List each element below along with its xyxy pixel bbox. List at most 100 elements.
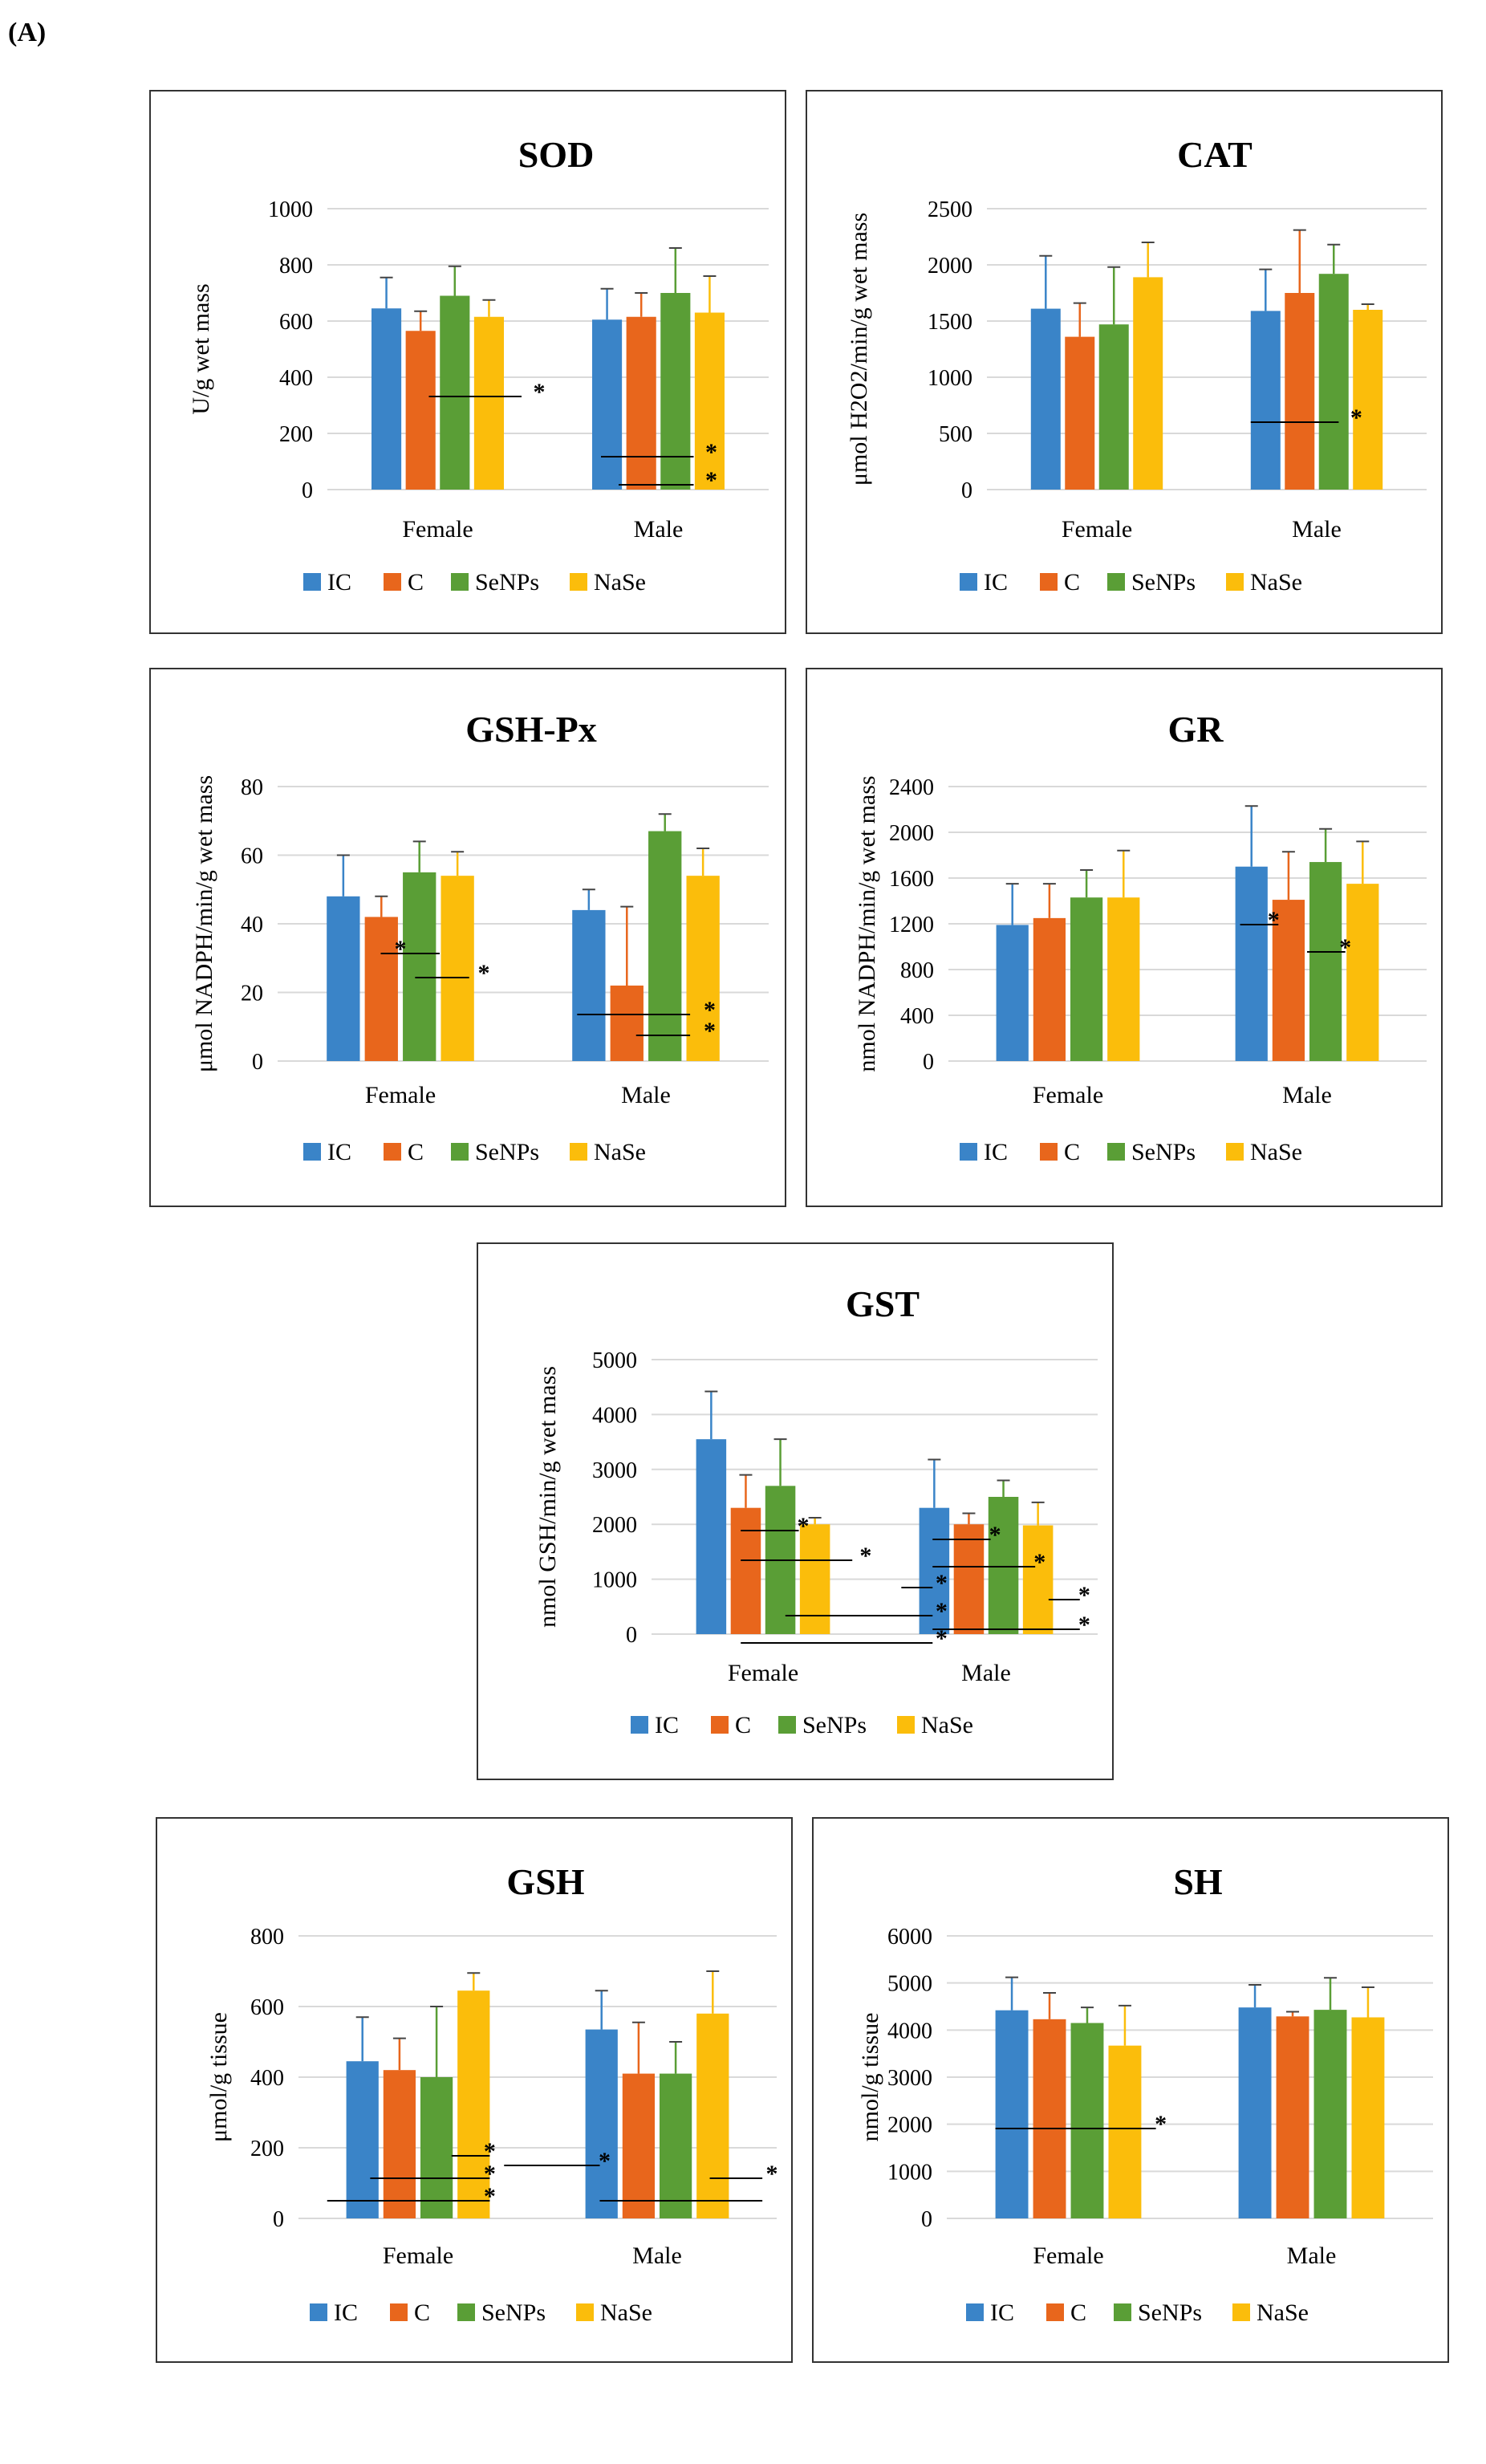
- bar-ic-male: [919, 1507, 950, 1634]
- y-tick-label: 60: [241, 844, 263, 869]
- bar-ic-female: [995, 2010, 1029, 2218]
- bar-c-male: [953, 1524, 985, 1634]
- legend-label-nase: NaSe: [921, 1712, 973, 1738]
- significance-star: *: [1350, 405, 1362, 431]
- x-category-label: Female: [365, 1082, 436, 1108]
- y-tick-label: 0: [252, 1050, 263, 1075]
- legend-swatch-senps: [1107, 1143, 1125, 1161]
- y-tick-label: 400: [279, 366, 313, 391]
- chart-title: GST: [846, 1283, 920, 1324]
- bar-c-male: [1276, 2016, 1309, 2218]
- legend-label-nase: NaSe: [1250, 569, 1302, 596]
- y-tick-label: 5000: [592, 1348, 637, 1373]
- legend-label-nase: NaSe: [1257, 2299, 1309, 2326]
- legend-swatch-senps: [1114, 2303, 1131, 2321]
- legend-swatch-ic: [960, 1143, 977, 1161]
- bar-nase-female: [441, 876, 474, 1061]
- significance-star: *: [989, 1522, 1001, 1548]
- significance-star: *: [705, 439, 717, 466]
- bar-ic-male: [572, 909, 606, 1061]
- y-tick-label: 3000: [592, 1458, 637, 1483]
- y-axis-label: nmol GSH/min/g wet mass: [534, 1366, 561, 1628]
- y-tick-label: 1200: [889, 913, 934, 937]
- x-category-label: Male: [634, 516, 684, 543]
- y-tick-label: 800: [279, 254, 313, 279]
- bar-nase-male: [686, 876, 720, 1061]
- y-tick-label: 600: [250, 1995, 284, 2020]
- y-tick-label: 1600: [889, 867, 934, 892]
- legend-swatch-senps: [1107, 573, 1125, 591]
- legend-swatch-nase: [1226, 573, 1244, 591]
- legend-swatch-senps: [451, 1143, 469, 1161]
- y-tick-label: 800: [900, 958, 934, 983]
- legend-swatch-nase: [576, 2303, 594, 2321]
- y-tick-label: 400: [250, 2066, 284, 2091]
- y-tick-label: 600: [279, 310, 313, 335]
- bar-senps-male: [1318, 274, 1349, 490]
- bar-ic-female: [372, 308, 402, 490]
- x-category-label: Male: [961, 1660, 1011, 1686]
- legend-label-senps: SeNPs: [1131, 569, 1196, 596]
- bar-senps-male: [988, 1497, 1019, 1634]
- significance-star: *: [936, 1598, 948, 1624]
- bar-senps-male: [648, 831, 682, 1061]
- significance-star: *: [704, 1018, 716, 1044]
- bar-senps-male: [1313, 2010, 1347, 2218]
- bar-c-female: [383, 2070, 416, 2218]
- chart-gst: GST nmol GSH/min/g wet mass 0 1000 2000 3000 4…: [477, 1242, 1114, 1780]
- legend-label-c: C: [408, 569, 424, 596]
- bar-c-female: [364, 917, 398, 1061]
- bar-ic-female: [1030, 308, 1061, 490]
- chart-title: SH: [1173, 1861, 1223, 1902]
- bar-ic-male: [592, 319, 623, 490]
- bar-nase-female: [457, 1990, 490, 2218]
- bar-senps-male: [1309, 862, 1342, 1061]
- bar-senps-female: [1098, 324, 1129, 490]
- significance-star: *: [859, 1543, 871, 1569]
- y-tick-label: 1000: [592, 1568, 637, 1593]
- legend-swatch-nase: [1226, 1143, 1244, 1161]
- bar-c-female: [1065, 336, 1095, 490]
- legend-swatch-nase: [570, 573, 587, 591]
- bar-senps-female: [420, 2077, 453, 2218]
- chart-sh: SH nmol/g tissue 0 1000 2000 3000 4000 5000 6000…: [812, 1817, 1449, 2363]
- legend-label-ic: IC: [655, 1712, 679, 1738]
- significance-star: *: [534, 379, 546, 405]
- legend-label-senps: SeNPs: [1131, 1139, 1196, 1165]
- legend-swatch-ic: [631, 1716, 648, 1734]
- legend-swatch-c: [711, 1716, 729, 1734]
- bar-nase-male: [1022, 1525, 1054, 1634]
- y-tick-label: 200: [250, 2137, 284, 2161]
- y-tick-label: 2000: [928, 254, 972, 279]
- y-tick-label: 0: [626, 1623, 637, 1648]
- legend-label-c: C: [1064, 569, 1080, 596]
- legend-label-c: C: [1064, 1139, 1080, 1165]
- legend-swatch-ic: [303, 573, 321, 591]
- y-axis-label: nmol/g tissue: [857, 2013, 883, 2142]
- significance-star: *: [599, 2148, 611, 2174]
- bar-nase-female: [1133, 277, 1163, 490]
- bar-c-female: [1033, 917, 1066, 1061]
- bar-nase-female: [1107, 897, 1140, 1061]
- bar-senps-female: [1070, 2023, 1104, 2218]
- legend-swatch-c: [1046, 2303, 1064, 2321]
- legend-swatch-ic: [310, 2303, 327, 2321]
- bar-ic-male: [585, 2029, 618, 2218]
- chart-title: GR: [1168, 709, 1224, 750]
- y-tick-label: 0: [961, 478, 972, 503]
- legend-label-c: C: [735, 1712, 751, 1738]
- chart-title: GSH: [506, 1861, 584, 1902]
- significance-star: *: [936, 1625, 948, 1652]
- bar-c-female: [405, 331, 436, 490]
- bar-senps-male: [660, 293, 691, 490]
- y-axis-label: μmol/g tissue: [205, 2012, 232, 2142]
- bar-ic-male: [1235, 866, 1268, 1061]
- significance-star: *: [1033, 1549, 1045, 1576]
- x-category-label: Female: [402, 516, 473, 543]
- legend-label-c: C: [414, 2299, 430, 2326]
- y-tick-label: 2000: [887, 2113, 932, 2138]
- bar-c-female: [1033, 2019, 1066, 2218]
- significance-star: *: [1155, 2111, 1167, 2137]
- x-category-label: Male: [1282, 1082, 1332, 1108]
- x-category-label: Female: [1033, 2242, 1103, 2269]
